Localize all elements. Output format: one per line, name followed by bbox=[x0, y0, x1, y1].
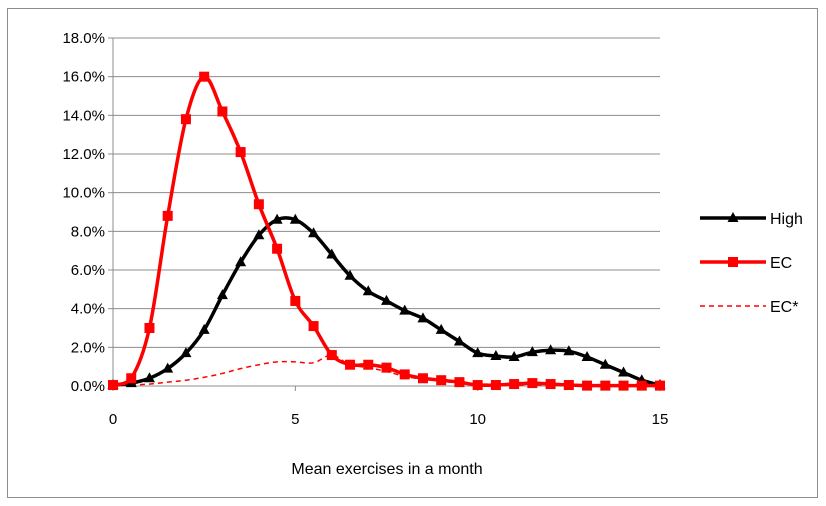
legend-marker bbox=[727, 212, 739, 222]
data-point bbox=[308, 227, 320, 238]
data-point bbox=[126, 373, 137, 384]
data-point bbox=[399, 304, 411, 315]
data-point bbox=[272, 243, 283, 254]
data-point bbox=[326, 350, 337, 361]
data-point bbox=[143, 372, 155, 383]
data-point bbox=[198, 323, 210, 334]
data-point bbox=[362, 285, 374, 296]
data-point bbox=[526, 346, 538, 357]
data-point bbox=[344, 269, 356, 280]
y-tick-label: 6.0% bbox=[71, 262, 105, 279]
legend-marker bbox=[728, 257, 738, 267]
data-point bbox=[545, 379, 556, 390]
data-point bbox=[472, 347, 484, 358]
data-point bbox=[180, 347, 192, 358]
x-tick-label: 0 bbox=[109, 411, 117, 428]
data-point bbox=[217, 106, 228, 117]
series-ec bbox=[108, 71, 665, 391]
legend-item: EC* bbox=[700, 299, 798, 316]
x-axis-title: Mean exercises in a month bbox=[291, 461, 482, 478]
x-tick-labels: 0 5 10 15 bbox=[109, 411, 669, 428]
x-tick-label: 5 bbox=[291, 411, 299, 428]
data-point bbox=[563, 345, 575, 356]
data-point bbox=[162, 362, 174, 373]
axes bbox=[108, 37, 661, 391]
y-tick-labels: 0.0% 2.0% 4.0% 6.0% 8.0% 10.0% 12.0% 14.0% 16.0%… bbox=[62, 30, 105, 395]
x-tick-label: 15 bbox=[652, 411, 669, 428]
data-point bbox=[453, 335, 465, 346]
data-point bbox=[582, 380, 593, 391]
series-layer bbox=[107, 71, 666, 391]
data-point bbox=[162, 210, 173, 221]
data-point bbox=[144, 323, 155, 333]
series-high bbox=[107, 213, 666, 390]
data-point bbox=[599, 358, 611, 369]
data-point bbox=[289, 213, 301, 224]
data-point bbox=[545, 344, 557, 355]
legend-label: EC* bbox=[770, 299, 798, 316]
y-tick-label: 0.0% bbox=[71, 378, 105, 395]
data-point bbox=[235, 256, 247, 267]
data-point bbox=[655, 380, 665, 391]
data-point bbox=[508, 351, 520, 361]
data-point bbox=[216, 289, 228, 300]
data-point bbox=[381, 294, 392, 305]
data-point bbox=[271, 213, 283, 224]
legend-item: High bbox=[700, 211, 803, 228]
data-point bbox=[618, 380, 629, 391]
data-point bbox=[253, 199, 264, 210]
y-tick-label: 2.0% bbox=[71, 339, 105, 356]
legend-label: High bbox=[770, 211, 803, 228]
y-tick-label: 14.0% bbox=[62, 107, 105, 124]
data-point bbox=[199, 71, 210, 82]
data-point bbox=[399, 369, 410, 380]
data-point bbox=[490, 350, 502, 361]
data-point bbox=[472, 380, 483, 391]
data-point bbox=[417, 373, 428, 384]
x-tick-label: 10 bbox=[469, 411, 486, 428]
data-point bbox=[326, 248, 338, 259]
y-tick-label: 18.0% bbox=[62, 30, 105, 47]
legend-item: EC bbox=[700, 255, 792, 272]
data-point bbox=[636, 380, 647, 391]
data-point bbox=[363, 359, 374, 370]
data-point bbox=[490, 380, 501, 391]
data-point bbox=[308, 321, 319, 332]
y-tick-label: 4.0% bbox=[71, 301, 105, 318]
legend: High EC EC* bbox=[700, 211, 803, 316]
data-point bbox=[180, 114, 191, 125]
y-tick-label: 16.0% bbox=[62, 69, 105, 86]
data-point bbox=[581, 351, 593, 361]
y-tick-label: 8.0% bbox=[71, 223, 105, 240]
data-point bbox=[108, 380, 118, 391]
data-point bbox=[235, 147, 246, 158]
data-point bbox=[381, 362, 392, 373]
data-point bbox=[436, 375, 447, 386]
data-point bbox=[417, 312, 429, 323]
data-point bbox=[454, 377, 465, 388]
data-point bbox=[509, 379, 520, 390]
y-tick-label: 12.0% bbox=[62, 146, 105, 163]
data-point bbox=[563, 380, 574, 391]
legend-label: EC bbox=[770, 255, 792, 272]
data-point bbox=[345, 359, 356, 370]
data-point bbox=[435, 323, 447, 334]
data-point bbox=[527, 378, 538, 389]
y-tick-label: 10.0% bbox=[62, 185, 105, 202]
chart-frame bbox=[7, 8, 818, 498]
data-point bbox=[253, 229, 265, 240]
data-point bbox=[618, 366, 630, 377]
data-point bbox=[290, 295, 301, 306]
data-point bbox=[600, 380, 611, 391]
